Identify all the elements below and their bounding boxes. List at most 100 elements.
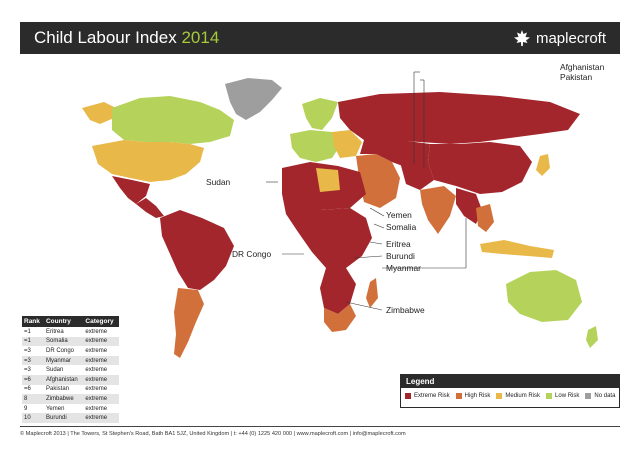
region-alaska — [82, 102, 116, 124]
cell-country: Sudan — [43, 365, 84, 375]
cell-rank: =3 — [22, 346, 44, 356]
header-rank: Rank — [22, 316, 44, 327]
cell-category: extreme — [83, 346, 119, 356]
cell-category: extreme — [83, 413, 119, 423]
region-china — [428, 142, 532, 194]
region-scandinavia — [302, 98, 338, 130]
legend-label: High Risk — [464, 393, 491, 399]
cell-category: extreme — [83, 355, 119, 366]
region-south-africa — [324, 304, 356, 332]
cell-country: DR Congo — [43, 346, 84, 356]
legend-swatch — [496, 393, 503, 399]
label-somalia: Somalia — [386, 222, 417, 232]
region-russia — [338, 92, 580, 144]
legend-label: Extreme Risk — [414, 393, 450, 399]
maple-leaf-icon — [513, 30, 530, 46]
cell-category: extreme — [83, 336, 119, 347]
cell-rank: 10 — [22, 413, 44, 423]
table-row: 10 Burundi extreme — [22, 413, 119, 423]
callout-lines — [266, 71, 467, 311]
cell-country: Zimbabwe — [43, 394, 84, 404]
table-row: =3 Sudan extreme — [22, 365, 119, 375]
region-middle-east — [356, 154, 400, 208]
cell-category: extreme — [83, 365, 119, 375]
legend-item-extreme: Extreme Risk — [405, 393, 450, 399]
header-category: Category — [83, 316, 119, 327]
world-map: Afghanistan Pakistan Sudan Yemen Somalia… — [82, 62, 605, 358]
region-australia — [506, 270, 582, 322]
footer: © Maplecroft 2013 | The Towers, St Steph… — [20, 426, 620, 440]
brand-logo: maplecroft — [513, 28, 606, 48]
legend-item-medium: Medium Risk — [496, 393, 540, 399]
title-text: Child Labour Index — [34, 28, 177, 47]
header-country: Country — [43, 316, 84, 327]
cell-rank: 8 — [22, 394, 44, 404]
region-india — [420, 186, 456, 234]
cell-category: extreme — [83, 403, 119, 414]
table-row: 9 Yemen extreme — [22, 403, 119, 414]
cell-category: extreme — [83, 374, 119, 385]
legend-item-nodata: No data — [585, 393, 615, 399]
region-central-asia — [360, 140, 430, 168]
label-afghanistan: Afghanistan — [560, 62, 605, 72]
region-japan — [536, 154, 550, 176]
cell-rank: 9 — [22, 403, 44, 414]
region-new-zealand — [586, 326, 598, 348]
region-canada — [112, 96, 234, 144]
cell-rank: =6 — [22, 374, 44, 385]
cell-rank: =1 — [22, 327, 44, 337]
table-row: =6 Pakistan extreme — [22, 384, 119, 395]
table-row: =1 Somalia extreme — [22, 336, 119, 347]
label-pakistan: Pakistan — [560, 72, 592, 82]
table-row: =6 Afghanistan extreme — [22, 374, 119, 385]
cell-country: Myanmar — [43, 355, 84, 366]
label-zimbabwe: Zimbabwe — [386, 305, 425, 315]
legend-label: Medium Risk — [505, 393, 541, 399]
cell-country: Eritrea — [43, 327, 84, 337]
legend-swatch — [585, 393, 592, 399]
cell-category: extreme — [83, 327, 119, 337]
label-sudan: Sudan — [206, 177, 231, 187]
region-south-america-south — [174, 288, 204, 358]
cell-country: Burundi — [43, 413, 84, 423]
cell-country: Yemen — [43, 403, 84, 414]
region-indonesia — [480, 240, 554, 258]
legend-title: Legend — [401, 375, 619, 388]
legend-label: Low Risk — [555, 393, 580, 399]
region-central-africa — [282, 194, 372, 268]
rank-table: Rank Country Category =1 Eritrea extreme =… — [22, 316, 119, 423]
legend-swatch — [405, 393, 411, 399]
legend-item-low: Low Risk — [546, 393, 579, 399]
legend-label: No data — [594, 393, 616, 399]
region-southeast-asia — [456, 188, 482, 224]
cell-rank: =1 — [22, 336, 44, 347]
region-south-america-north — [160, 210, 234, 290]
table-row: =3 Myanmar extreme — [22, 355, 119, 366]
legend-swatch — [455, 393, 462, 399]
map-title: Child Labour Index 2014 — [34, 28, 219, 48]
legend-swatch — [546, 393, 553, 399]
legend: Legend Extreme Risk High Risk Medium Ris… — [400, 374, 620, 408]
table-row: 8 Zimbabwe extreme — [22, 394, 119, 404]
region-usa — [92, 140, 204, 182]
header-bar: Child Labour Index 2014 maplecroft — [20, 22, 620, 54]
cell-category: extreme — [83, 394, 119, 404]
cell-country: Pakistan — [43, 384, 84, 395]
region-greenland — [225, 78, 282, 120]
table-row: =3 DR Congo extreme — [22, 346, 119, 356]
rank-table-header: Rank Country Category — [22, 316, 119, 327]
region-afghanistan-pakistan — [400, 162, 434, 190]
label-burundi: Burundi — [386, 251, 415, 261]
region-central-america — [136, 198, 164, 218]
label-eritrea: Eritrea — [386, 239, 411, 249]
brand-name: maplecroft — [535, 29, 606, 47]
region-mexico — [112, 176, 150, 204]
cell-rank: =6 — [22, 384, 44, 395]
region-libya — [316, 168, 340, 192]
cell-country: Somalia — [43, 336, 84, 347]
legend-items: Extreme Risk High Risk Medium Risk Low R… — [401, 388, 619, 404]
table-row: =1 Eritrea extreme — [22, 327, 119, 337]
cell-country: Afghanistan — [43, 374, 84, 385]
label-myanmar: Myanmar — [386, 263, 421, 273]
region-indochina — [476, 204, 494, 232]
